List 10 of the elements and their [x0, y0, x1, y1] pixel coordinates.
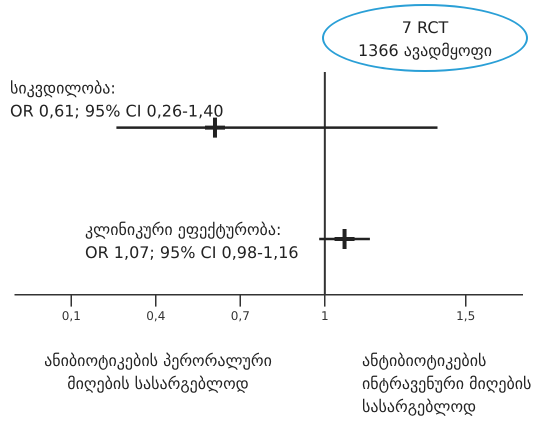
- annotation: სიკვდილობა: OR 0,61; 95% CI 0,26-1,40: [10, 78, 224, 121]
- x-tick-label: 1,5: [456, 308, 476, 323]
- x-tick-label: 0,7: [230, 308, 250, 323]
- text: 7 RCT 1366 ავადმყოფი: [358, 18, 492, 60]
- annotation: კლინიკური ეფექტურობა: OR 1,07; 95% CI 0,98-1,16: [85, 220, 299, 262]
- x-tick-label: 0,1: [62, 308, 81, 323]
- text: ანიბიოტიკების პერორალური მიღების სასარგებლოდ: [44, 351, 272, 393]
- text: ანტიბიოტიკების ინტრავენური მიღების სასარგებლოდ: [362, 351, 532, 416]
- x-tick-label: 0,4: [146, 308, 166, 323]
- x-tick-label: 1: [321, 308, 329, 323]
